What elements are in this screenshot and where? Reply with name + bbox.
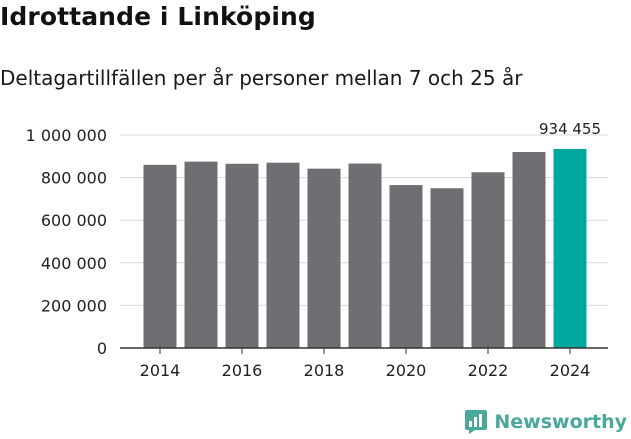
y-tick-label: 1 000 000 (26, 126, 107, 145)
x-tick-label: 2024 (550, 361, 591, 380)
chart-subtitle: Deltagartillfällen per år personer mella… (0, 66, 523, 90)
y-tick-label: 800 000 (41, 169, 107, 188)
bar (307, 168, 341, 348)
y-tick-label: 200 000 (41, 296, 107, 315)
brand-name: Newsworthy (494, 411, 627, 433)
x-tick-label: 2016 (222, 361, 263, 380)
x-tick-label: 2022 (468, 361, 509, 380)
bar (553, 148, 587, 348)
bar (430, 188, 464, 348)
bar (143, 164, 177, 348)
newsworthy-logo-icon (465, 410, 488, 434)
bar (471, 172, 505, 348)
bar (348, 163, 382, 348)
bar (225, 163, 259, 348)
bar-chart: 0 200 000 400 000 600 000 800 000 1 000 000 93… (26, 120, 608, 380)
x-tick-label: 2018 (304, 361, 345, 380)
y-tick-label: 400 000 (41, 254, 107, 273)
brand-logo: Newsworthy (464, 409, 627, 435)
y-tick-label: 600 000 (41, 211, 107, 230)
y-tick-label: 0 (97, 339, 107, 358)
data-label: 934 455 (539, 120, 601, 138)
chart-title: Idrottande i Linköping (0, 2, 316, 31)
bar (266, 162, 300, 348)
x-tick-label: 2014 (140, 361, 181, 380)
x-tick-label: 2020 (386, 361, 427, 380)
bar (389, 185, 423, 348)
bar (184, 161, 218, 348)
bar (512, 152, 546, 348)
